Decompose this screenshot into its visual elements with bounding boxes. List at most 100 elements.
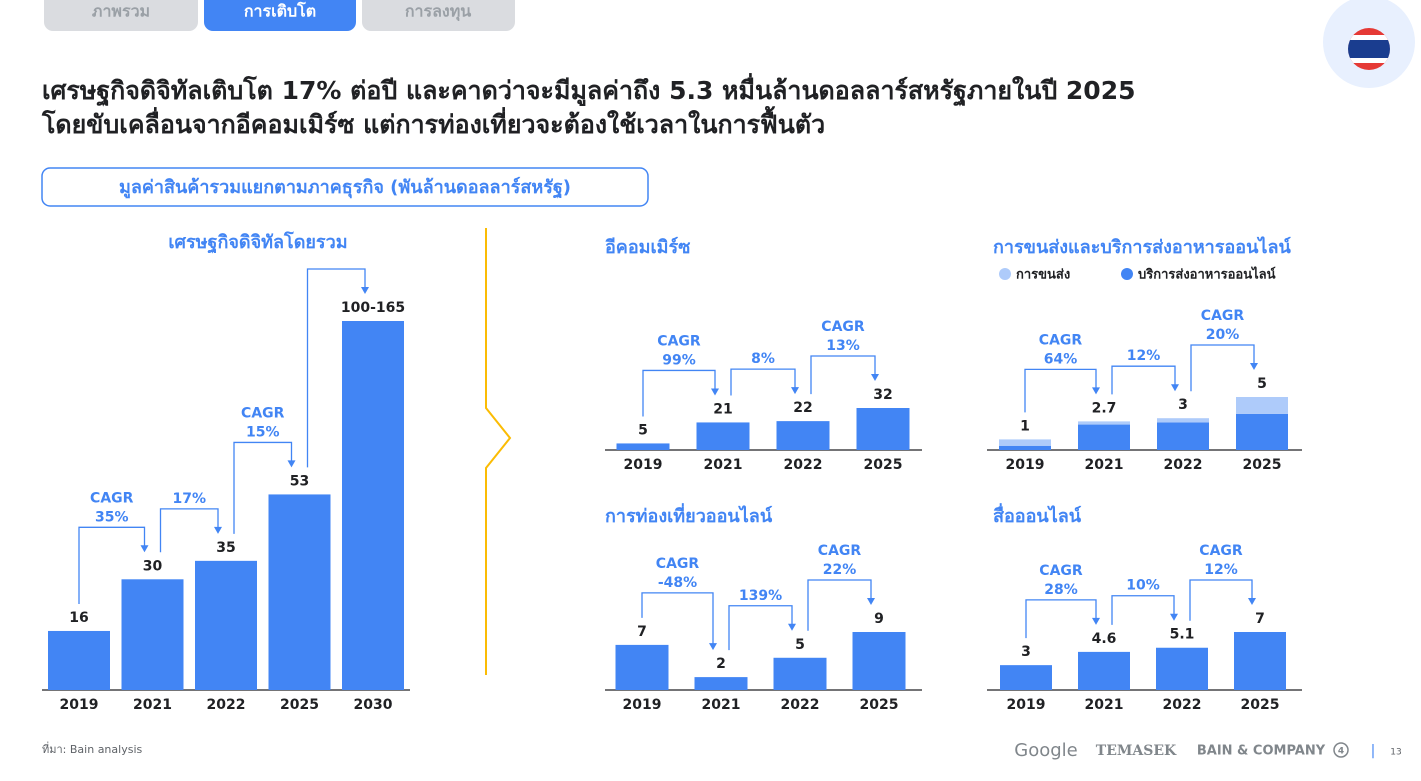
growth-arrow <box>642 369 716 417</box>
x-tick-label: 2025 <box>864 457 903 473</box>
growth-label: CAGR <box>656 556 700 572</box>
heading: โดยขับเคลื่อนจากอีคอมเมิร์ซ แต่การท่องเท… <box>41 105 825 139</box>
subtitle: มูลค่าสินค้ารวมแยกตามภาคธุรกิจ (พันล้านด… <box>119 176 571 199</box>
legend-swatch <box>999 268 1011 280</box>
value-label: 2 <box>716 656 726 672</box>
growth-label: 139% <box>739 588 782 604</box>
logo: Google <box>1014 740 1077 761</box>
bar <box>616 443 670 450</box>
tab[interactable] <box>44 0 198 31</box>
subtitle-box <box>41 167 649 207</box>
value-label: 100-165 <box>341 300 405 316</box>
logo-mark-text: 4 <box>1338 747 1344 757</box>
x-tick-label: 2022 <box>207 697 246 713</box>
x-tick-label: 2030 <box>354 697 393 713</box>
chart-title: การขนส่งและบริการส่งอาหารออนไลน์ <box>993 236 1291 258</box>
legend-swatch <box>1121 268 1133 280</box>
tab-label[interactable]: ภาพรวม <box>92 2 150 21</box>
legend-label: บริการส่งอาหารออนไลน์ <box>1138 266 1276 283</box>
value-label: 32 <box>873 387 892 403</box>
page-number: 13 <box>1390 748 1401 758</box>
chart-title: การท่องเที่ยวออนไลน์ <box>605 503 773 527</box>
growth-arrow <box>730 368 796 396</box>
arrow-head <box>709 643 717 651</box>
growth-label: 12% <box>1204 562 1238 578</box>
growth-arrow <box>306 268 366 468</box>
arrow-head <box>1170 613 1178 621</box>
value-label: 5 <box>795 637 805 653</box>
growth-arrow <box>1111 595 1175 625</box>
chart-title: สื่อออนไลน์ <box>993 503 1082 527</box>
x-tick-label: 2025 <box>860 697 899 713</box>
tab-label[interactable]: การเติบโต <box>244 1 316 21</box>
total-label: 2.7 <box>1092 400 1117 416</box>
growth-arrow <box>810 355 876 395</box>
growth-label: CAGR <box>90 490 134 506</box>
value-label: 5 <box>638 422 648 438</box>
value-label: 7 <box>1255 611 1265 627</box>
bar-segment <box>1078 424 1130 450</box>
growth-label: 15% <box>246 424 280 440</box>
value-label: 53 <box>290 473 309 489</box>
x-tick-label: 2022 <box>784 457 823 473</box>
bar <box>48 630 110 690</box>
logo-mark <box>1333 742 1349 758</box>
arrow-head <box>1171 384 1179 392</box>
x-tick-label: 2019 <box>624 457 663 473</box>
bar <box>696 422 750 450</box>
tab[interactable] <box>362 0 515 31</box>
growth-label: CAGR <box>821 319 865 335</box>
x-tick-label: 2022 <box>1164 457 1203 473</box>
bar <box>776 421 830 450</box>
growth-label: 8% <box>751 351 775 367</box>
bar <box>1078 651 1130 690</box>
separator: | <box>1371 743 1376 759</box>
arrow-head <box>287 460 296 468</box>
growth-label: 35% <box>95 509 129 525</box>
logo: TEMASEK <box>1096 743 1177 759</box>
growth-label: 64% <box>1044 351 1078 367</box>
bar <box>615 644 669 690</box>
growth-label: 12% <box>1127 348 1161 364</box>
x-tick-label: 2025 <box>1243 457 1282 473</box>
growth-arrow <box>728 605 793 651</box>
growth-label: 99% <box>662 352 696 368</box>
x-tick-label: 2021 <box>1085 697 1124 713</box>
value-label: 16 <box>69 610 88 626</box>
x-tick-label: 2019 <box>623 697 662 713</box>
arrow-head <box>867 598 875 605</box>
heading: เศรษฐกิจดิจิทัลเติบโต 17% ต่อปี และคาดว่… <box>42 73 1135 107</box>
x-tick-label: 2019 <box>60 697 99 713</box>
arrow-head <box>214 526 222 534</box>
x-tick-label: 2021 <box>704 457 743 473</box>
source: ที่มา: Bain analysis <box>42 741 142 756</box>
growth-label: 10% <box>1126 578 1160 594</box>
x-tick-label: 2022 <box>1163 697 1202 713</box>
flag <box>1348 28 1390 70</box>
total-label: 5 <box>1257 376 1267 392</box>
growth-arrow <box>1111 365 1176 395</box>
tab-label[interactable]: การลงทุน <box>405 2 471 22</box>
growth-label: CAGR <box>1201 308 1245 324</box>
growth-label: CAGR <box>818 543 862 559</box>
growth-label: -48% <box>658 575 697 591</box>
x-tick-label: 2022 <box>781 697 820 713</box>
bar <box>342 321 404 690</box>
x-tick-label: 2019 <box>1007 697 1046 713</box>
arrow-head <box>1092 617 1100 625</box>
bar <box>121 579 184 690</box>
growth-arrow <box>78 526 146 604</box>
value-label: 22 <box>793 400 812 416</box>
arrow-head <box>1248 598 1256 605</box>
tab-active[interactable] <box>204 0 356 31</box>
growth-arrow <box>1190 344 1255 392</box>
arrow-head <box>361 287 369 294</box>
logo: BAIN & COMPANY <box>1197 744 1326 759</box>
bar-segment <box>1236 397 1288 414</box>
arrow-head <box>711 388 719 396</box>
bar <box>852 632 906 690</box>
bar-segment <box>999 445 1051 450</box>
growth-label: CAGR <box>1199 543 1243 559</box>
growth-arrow <box>1024 368 1097 413</box>
legend-label: การขนส่ง <box>1016 268 1070 283</box>
